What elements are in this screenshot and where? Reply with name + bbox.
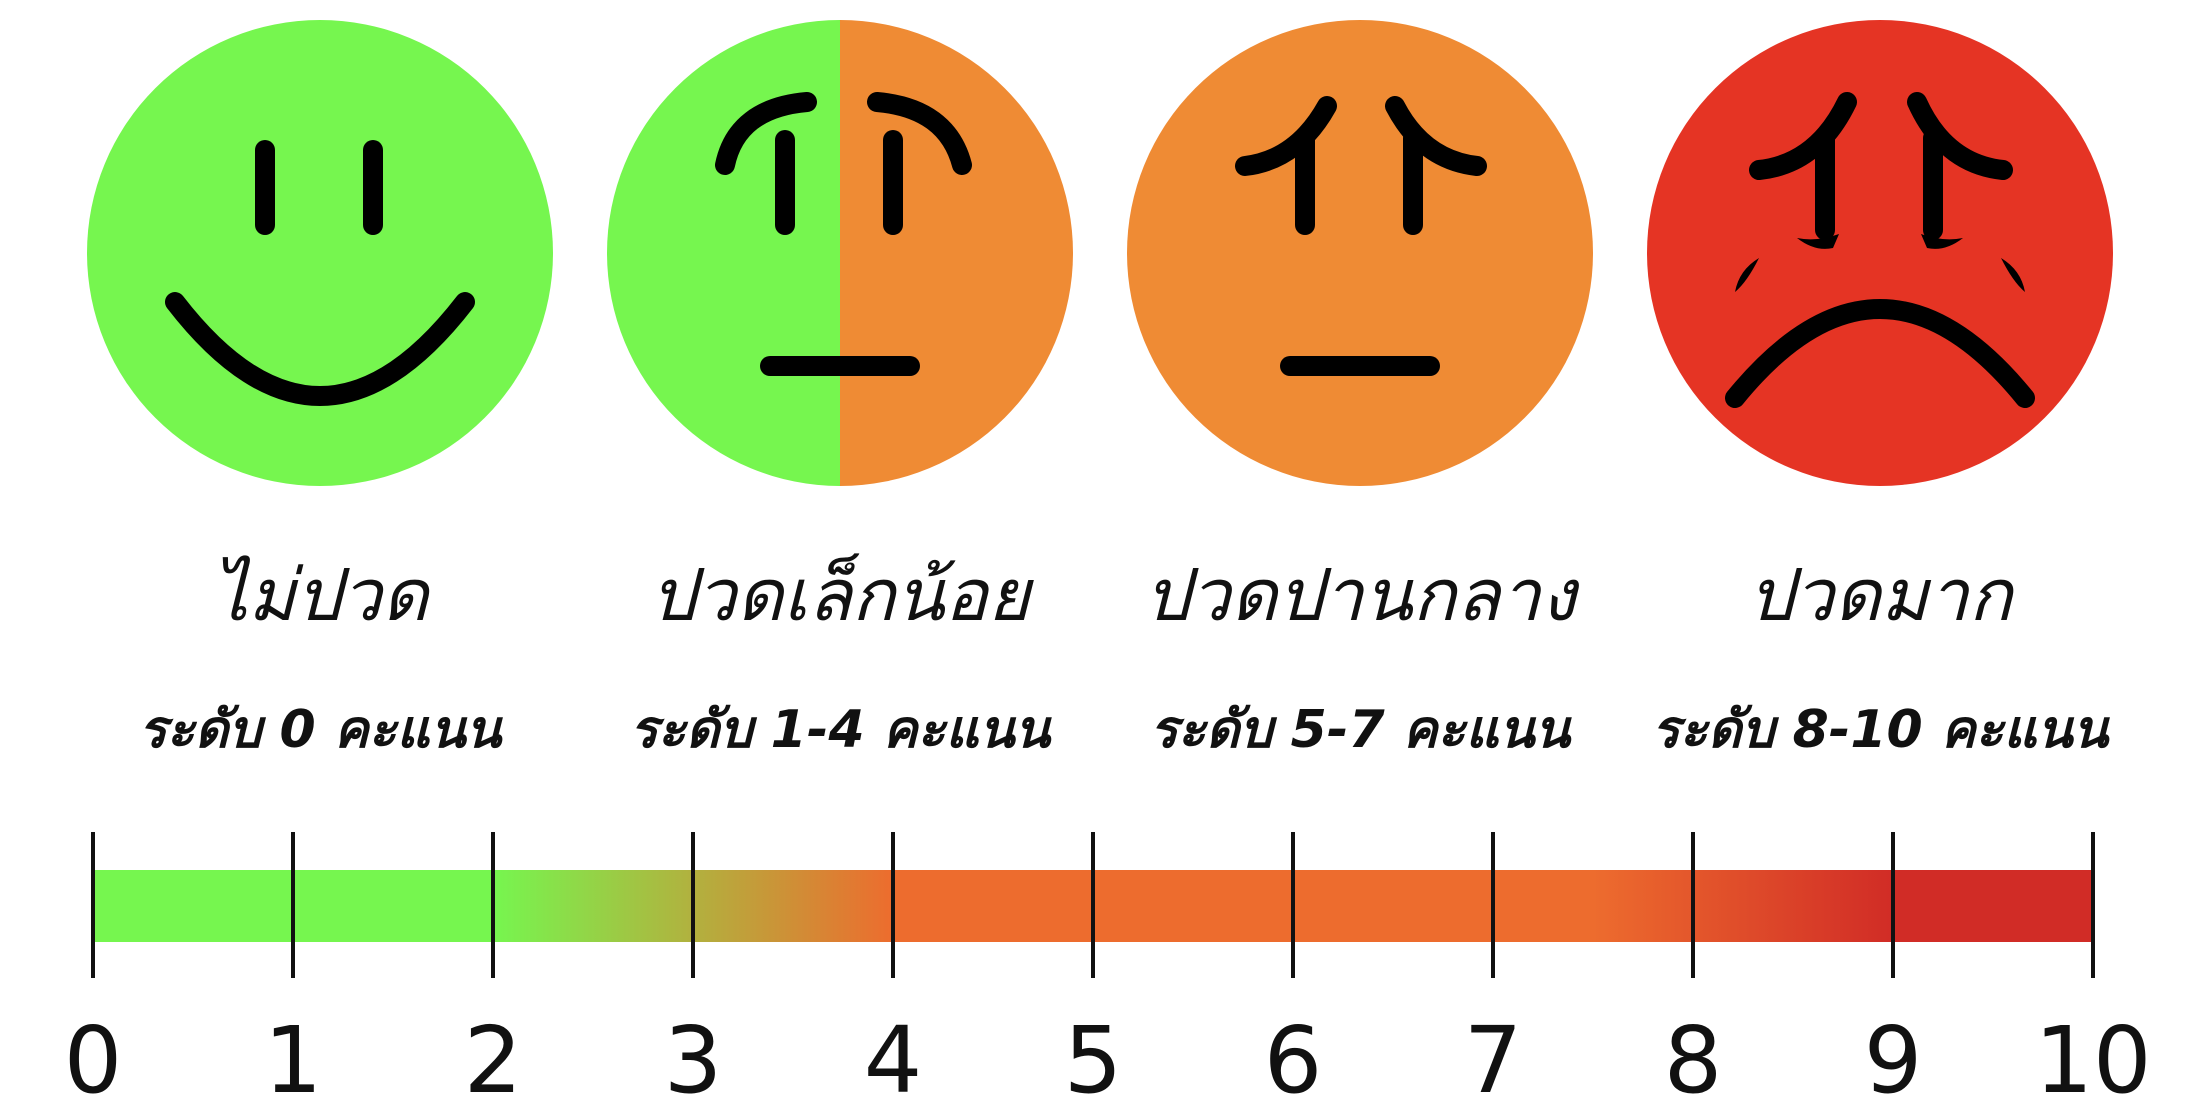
scale-tick-label: 2 (464, 1007, 523, 1114)
uneasy-face-icon (607, 20, 1073, 486)
crying-face-icon (1647, 20, 2113, 486)
scale-tick-label: 3 (664, 1007, 723, 1114)
face-mild-pain (607, 20, 1073, 486)
scale-tick-label: 1 (264, 1007, 323, 1114)
scale-tick-label: 9 (1864, 1007, 1923, 1114)
scale-tick-label: 6 (1264, 1007, 1323, 1114)
label-mild-pain: ปวดเล็กน้อย (650, 553, 1030, 637)
smiling-face-icon (87, 20, 553, 486)
tear-left (1735, 258, 1759, 292)
tear-right (2001, 258, 2025, 292)
label-severe-pain: ปวดมาก (1747, 553, 2013, 637)
scale-tick-label: 7 (1464, 1007, 1523, 1114)
scale-tick-label: 5 (1064, 1007, 1123, 1114)
face-severe-pain (1647, 20, 2113, 486)
scale-tick-label: 4 (864, 1007, 923, 1114)
range-no-pain: ระดับ 0 คะแนน (138, 700, 502, 760)
face-moderate-pain (1127, 20, 1593, 486)
label-moderate-pain: ปวดปานกลาง (1144, 553, 1576, 637)
range-mild-pain: ระดับ 1-4 คะแนน (629, 700, 1051, 760)
range-severe-pain: ระดับ 8-10 คะแนน (1651, 700, 2109, 760)
range-moderate-pain: ระดับ 5-7 คะแนน (1149, 700, 1571, 760)
label-no-pain: ไม่ปวด (211, 553, 429, 637)
scale-tick-label: 0 (64, 1007, 123, 1114)
scale-tick-label: 8 (1664, 1007, 1723, 1114)
worried-face-icon (1127, 20, 1593, 486)
face-no-pain (87, 20, 553, 486)
pain-scale: 0 1 2 3 4 5 6 7 8 9 10 (64, 832, 2152, 1114)
scale-tick-label: 10 (2034, 1007, 2151, 1114)
